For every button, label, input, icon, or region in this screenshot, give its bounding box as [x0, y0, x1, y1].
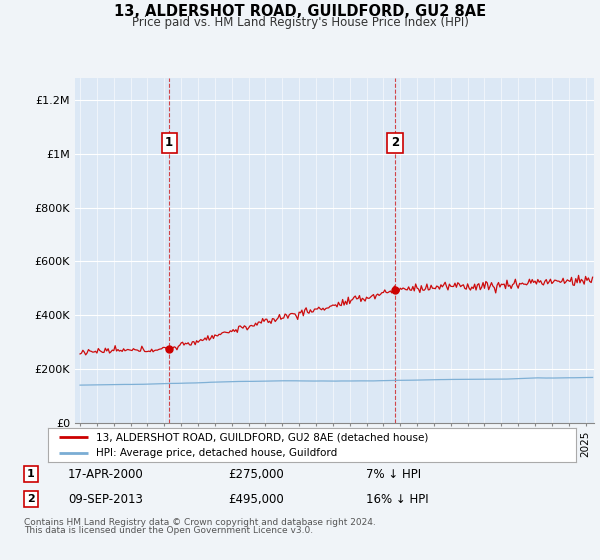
Text: Price paid vs. HM Land Registry's House Price Index (HPI): Price paid vs. HM Land Registry's House … — [131, 16, 469, 29]
Text: 2: 2 — [391, 137, 399, 150]
Text: 1: 1 — [27, 469, 34, 479]
Point — [390, 285, 400, 294]
Text: 16% ↓ HPI: 16% ↓ HPI — [366, 493, 429, 506]
Text: 13, ALDERSHOT ROAD, GUILDFORD, GU2 8AE: 13, ALDERSHOT ROAD, GUILDFORD, GU2 8AE — [114, 4, 486, 20]
Text: 2: 2 — [27, 494, 34, 504]
Text: HPI: Average price, detached house, Guildford: HPI: Average price, detached house, Guil… — [95, 448, 337, 458]
Text: £495,000: £495,000 — [228, 493, 284, 506]
Text: 17-APR-2000: 17-APR-2000 — [68, 468, 144, 481]
Text: 09-SEP-2013: 09-SEP-2013 — [68, 493, 143, 506]
Text: 1: 1 — [165, 137, 173, 150]
Text: This data is licensed under the Open Government Licence v3.0.: This data is licensed under the Open Gov… — [24, 526, 313, 535]
Text: 7% ↓ HPI: 7% ↓ HPI — [366, 468, 421, 481]
Point — [164, 344, 174, 353]
Text: Contains HM Land Registry data © Crown copyright and database right 2024.: Contains HM Land Registry data © Crown c… — [24, 518, 376, 527]
Text: £275,000: £275,000 — [228, 468, 284, 481]
Text: 13, ALDERSHOT ROAD, GUILDFORD, GU2 8AE (detached house): 13, ALDERSHOT ROAD, GUILDFORD, GU2 8AE (… — [95, 432, 428, 442]
